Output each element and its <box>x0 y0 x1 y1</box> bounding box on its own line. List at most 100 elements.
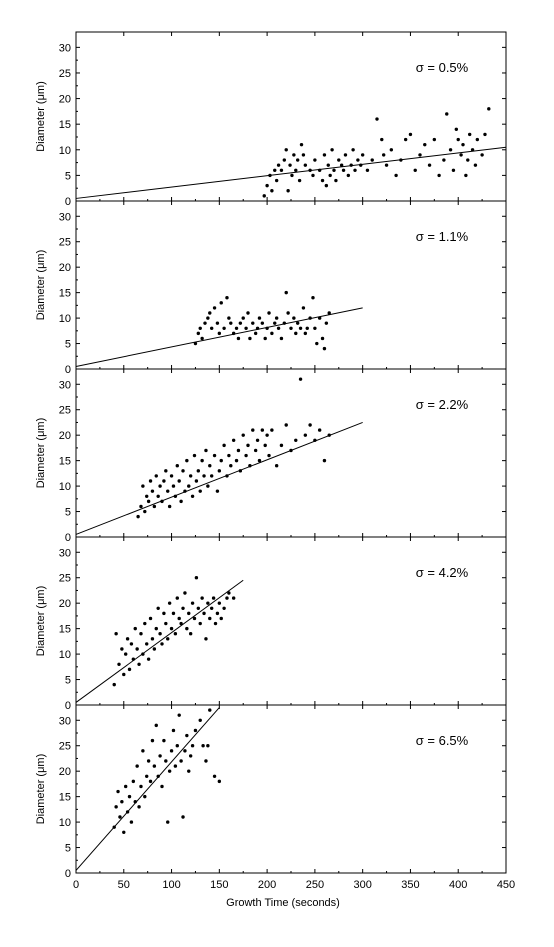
data-point-1-54 <box>413 168 417 172</box>
data-point-5-0 <box>112 825 116 829</box>
data-point-4-12 <box>137 662 141 666</box>
data-point-4-37 <box>185 626 189 631</box>
data-point-3-68 <box>294 438 298 442</box>
data-point-4-53 <box>215 611 220 616</box>
data-point-1-16 <box>297 178 302 183</box>
data-point-1-14 <box>294 168 298 172</box>
panel-frame-3 <box>75 368 507 538</box>
data-point-1-11 <box>288 163 292 167</box>
data-point-2-41 <box>292 316 296 320</box>
data-point-3-8 <box>152 504 157 509</box>
data-point-1-53 <box>408 132 413 137</box>
data-point-2-24 <box>251 321 255 325</box>
data-point-3-65 <box>279 443 284 448</box>
data-point-1-72 <box>473 163 478 167</box>
data-point-2-20 <box>241 316 245 320</box>
data-point-4-52 <box>213 621 218 626</box>
data-point-5-40 <box>188 754 193 758</box>
data-point-1-76 <box>487 107 491 111</box>
data-point-3-14 <box>164 469 168 473</box>
data-point-5-42 <box>193 728 198 733</box>
data-point-1-71 <box>470 148 475 152</box>
data-point-1-12 <box>290 173 294 178</box>
data-point-3-42 <box>219 458 223 463</box>
y-tick-label-3-1: 5 <box>65 507 71 519</box>
data-point-1-66 <box>459 153 463 157</box>
data-point-4-27 <box>166 637 170 641</box>
data-point-3-58 <box>257 458 262 463</box>
data-point-5-37 <box>183 749 187 753</box>
data-point-4-13 <box>139 632 143 636</box>
data-point-3-34 <box>202 474 206 478</box>
data-point-1-70 <box>467 132 472 137</box>
data-point-4-54 <box>217 601 222 605</box>
data-point-3-75 <box>327 433 331 437</box>
data-point-4-3 <box>120 647 124 651</box>
y-tick-label-2-0: 0 <box>65 364 71 376</box>
data-point-1-41 <box>359 163 363 167</box>
y-tick-label-2-4: 20 <box>59 262 71 274</box>
y-tick-label-5-0: 0 <box>65 868 71 880</box>
data-point-2-5 <box>206 316 210 320</box>
data-point-1-36 <box>346 173 351 178</box>
data-point-2-1 <box>196 331 201 336</box>
data-point-2-54 <box>322 346 327 351</box>
data-point-5-23 <box>156 774 160 778</box>
data-point-3-30 <box>194 479 199 483</box>
data-point-1-45 <box>375 117 379 121</box>
data-point-1-28 <box>328 173 332 178</box>
data-point-4-1 <box>114 632 118 636</box>
y-tick-label-5-5: 25 <box>59 741 71 753</box>
data-point-1-59 <box>437 173 441 178</box>
y-tick-label-1-5: 25 <box>59 68 71 80</box>
data-point-2-34 <box>274 316 279 320</box>
panel-label-3: σ = 2.2% <box>416 397 469 412</box>
x-tick-label-4: 200 <box>258 879 276 891</box>
data-point-3-22 <box>179 499 183 504</box>
data-point-3-25 <box>185 458 189 463</box>
data-point-5-12 <box>135 764 139 768</box>
data-point-5-10 <box>131 779 136 784</box>
data-point-5-27 <box>164 759 168 763</box>
data-point-2-49 <box>311 296 315 300</box>
data-point-4-9 <box>131 657 136 661</box>
data-point-2-35 <box>276 326 281 330</box>
data-point-5-19 <box>148 779 153 784</box>
data-point-3-27 <box>188 474 193 478</box>
data-point-5-49 <box>217 779 222 784</box>
data-point-5-41 <box>190 744 195 748</box>
data-point-3-33 <box>200 458 204 463</box>
data-point-4-48 <box>206 601 210 605</box>
x-tick-label-1: 50 <box>118 879 130 891</box>
data-point-4-7 <box>127 667 132 672</box>
data-point-3-38 <box>209 474 214 478</box>
data-point-3-73 <box>317 428 322 432</box>
y-tick-label-5-2: 10 <box>59 817 71 829</box>
data-point-1-38 <box>351 148 355 152</box>
data-point-5-28 <box>166 820 170 824</box>
data-point-5-4 <box>120 800 124 804</box>
y-tick-label-4-3: 15 <box>59 624 71 636</box>
data-point-4-23 <box>158 632 162 636</box>
data-point-4-51 <box>211 596 216 600</box>
data-point-5-48 <box>212 774 217 778</box>
data-point-4-35 <box>181 606 185 610</box>
data-point-4-28 <box>167 601 172 605</box>
x-tick-label-2: 100 <box>162 879 180 891</box>
x-tick-label-8: 400 <box>449 879 467 891</box>
data-point-2-31 <box>267 311 271 315</box>
data-point-1-60 <box>442 158 446 162</box>
data-point-1-19 <box>303 163 308 167</box>
data-point-1-65 <box>456 137 460 142</box>
data-point-1-37 <box>349 163 353 167</box>
data-point-2-55 <box>324 321 329 325</box>
data-point-1-1 <box>265 183 269 188</box>
y-tick-label-3-2: 10 <box>59 481 71 493</box>
y-tick-label-1-2: 10 <box>59 145 71 157</box>
fit-line-5 <box>75 707 220 871</box>
data-point-1-20 <box>308 168 312 172</box>
y-tick-label-2-6: 30 <box>59 211 71 223</box>
data-point-2-48 <box>308 316 312 320</box>
data-point-1-18 <box>301 153 306 157</box>
